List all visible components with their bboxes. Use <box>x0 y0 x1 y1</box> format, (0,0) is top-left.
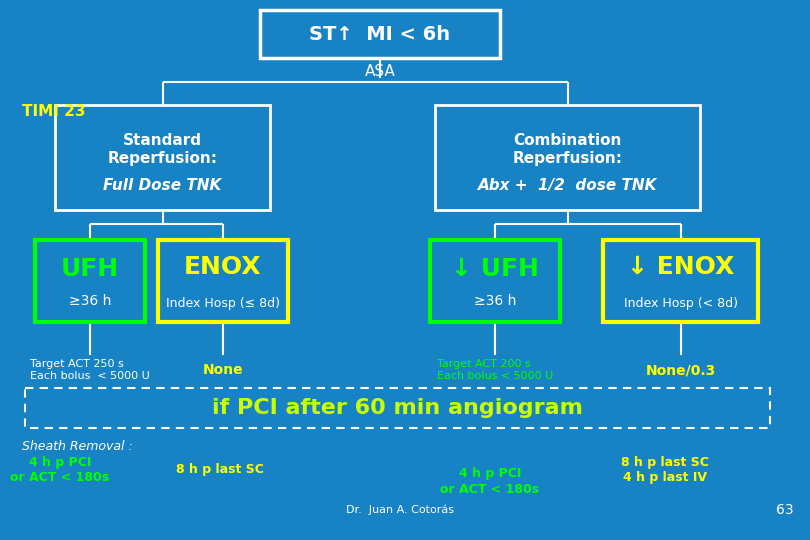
FancyBboxPatch shape <box>430 240 560 322</box>
FancyBboxPatch shape <box>35 240 145 322</box>
Text: None: None <box>202 363 243 377</box>
Text: ↓ ENOX: ↓ ENOX <box>627 255 734 279</box>
Text: ≥36 h: ≥36 h <box>474 294 516 308</box>
Text: 8 h p last SC
4 h p last IV: 8 h p last SC 4 h p last IV <box>621 456 709 484</box>
Text: Target ACT 250 s
Each bolus  < 5000 U: Target ACT 250 s Each bolus < 5000 U <box>30 359 150 381</box>
Text: ASA: ASA <box>364 64 395 79</box>
Text: Sheath Removal :: Sheath Removal : <box>22 440 133 453</box>
FancyBboxPatch shape <box>260 10 500 58</box>
Text: Abx +  1/2  dose TNK: Abx + 1/2 dose TNK <box>478 178 657 193</box>
FancyBboxPatch shape <box>603 240 758 322</box>
Text: ↓ UFH: ↓ UFH <box>451 257 539 281</box>
Text: ST↑  MI < 6h: ST↑ MI < 6h <box>309 24 450 44</box>
Text: TIMI 23: TIMI 23 <box>22 105 86 119</box>
Text: if PCI after 60 min angiogram: if PCI after 60 min angiogram <box>212 398 583 418</box>
Text: None/0.3: None/0.3 <box>646 363 715 377</box>
Text: Full Dose TNK: Full Dose TNK <box>104 178 222 193</box>
Text: 63: 63 <box>776 503 794 517</box>
Text: ≥36 h: ≥36 h <box>69 294 111 308</box>
Text: 4 h p PCI: 4 h p PCI <box>458 467 521 480</box>
FancyBboxPatch shape <box>435 105 700 210</box>
Text: 8 h p last SC: 8 h p last SC <box>176 463 264 476</box>
Text: Index Hosp (≤ 8d): Index Hosp (≤ 8d) <box>166 296 280 309</box>
Text: Target ACT 200 s
Each bolus < 5000 U: Target ACT 200 s Each bolus < 5000 U <box>437 359 553 381</box>
FancyBboxPatch shape <box>25 388 770 428</box>
Text: 4 h p PCI
or ACT < 180s: 4 h p PCI or ACT < 180s <box>11 456 109 484</box>
FancyBboxPatch shape <box>55 105 270 210</box>
FancyBboxPatch shape <box>158 240 288 322</box>
Text: Dr.  Juan A. Cotorás: Dr. Juan A. Cotorás <box>346 505 454 515</box>
Text: Combination
Reperfusion:: Combination Reperfusion: <box>513 133 623 166</box>
Text: ENOX: ENOX <box>184 255 262 279</box>
Text: or ACT < 180s: or ACT < 180s <box>441 483 539 496</box>
Text: Standard
Reperfusion:: Standard Reperfusion: <box>108 133 218 166</box>
Text: UFH: UFH <box>61 257 119 281</box>
Text: Index Hosp (< 8d): Index Hosp (< 8d) <box>624 296 737 309</box>
